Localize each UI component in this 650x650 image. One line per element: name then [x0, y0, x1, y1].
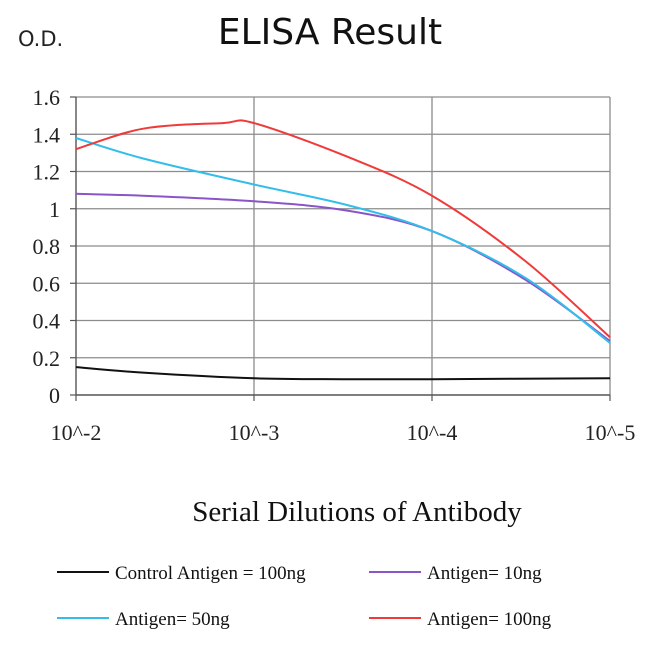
legend-label: Control Antigen = 100ng — [115, 563, 306, 584]
x-tick-labels: 10^-2 10^-3 10^-4 10^-5 — [51, 420, 636, 445]
y-axis-label: O.D. — [18, 27, 63, 51]
chart-title: ELISA Result — [218, 12, 442, 53]
legend-label: Antigen= 10ng — [427, 563, 542, 584]
y-tick-label: 1.2 — [33, 160, 61, 185]
x-axis-label: Serial Dilutions of Antibody — [192, 496, 522, 528]
grid — [76, 96, 611, 395]
x-tick-label: 10^-5 — [585, 420, 636, 445]
legend: Control Antigen = 100ng Antigen= 10ng Anti… — [57, 563, 552, 630]
y-tick-label: 1.4 — [33, 122, 61, 147]
y-tick-label: 0.2 — [33, 346, 61, 371]
series-line-3 — [75, 137, 611, 344]
y-tick-label: 1.6 — [33, 85, 61, 110]
y-tick-labels: 0 0.2 0.4 0.6 0.8 1 1.2 1.4 1.6 — [33, 85, 61, 408]
x-tick-label: 10^-2 — [51, 420, 102, 445]
axes — [70, 96, 611, 401]
legend-label: Antigen= 100ng — [427, 609, 552, 630]
series-line-1 — [75, 366, 611, 381]
series-line-2 — [75, 192, 611, 342]
x-tick-label: 10^-4 — [407, 420, 458, 445]
y-tick-label: 0 — [49, 383, 60, 408]
series-line-4 — [75, 119, 611, 339]
y-tick-label: 0.6 — [33, 271, 61, 296]
series-lines — [75, 119, 611, 381]
legend-label: Antigen= 50ng — [115, 609, 230, 630]
y-tick-label: 0.4 — [33, 309, 61, 334]
x-tick-label: 10^-3 — [229, 420, 280, 445]
y-tick-label: 1 — [49, 197, 60, 222]
y-tick-label: 0.8 — [33, 234, 61, 259]
